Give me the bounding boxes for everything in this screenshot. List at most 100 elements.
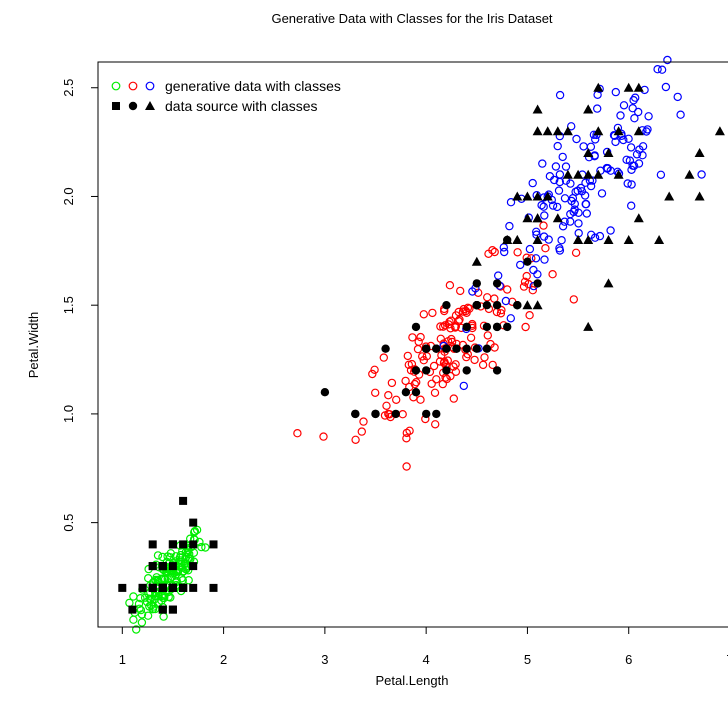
- versicolor-source-point: [432, 409, 441, 419]
- virginica-source-point: [522, 213, 533, 223]
- versicolor-generated-point: [463, 303, 473, 312]
- virginica-source-point: [532, 191, 543, 201]
- setosa-generated-point: [184, 549, 194, 559]
- virginica-generated-point: [494, 271, 503, 280]
- virginica-generated-point: [597, 189, 607, 198]
- setosa-source-point: [179, 540, 188, 549]
- setosa-generated-point: [183, 548, 192, 557]
- versicolor-generated-point: [483, 331, 492, 340]
- y-tick-label: 0.5: [61, 514, 76, 532]
- setosa-source-point: [168, 583, 177, 592]
- virginica-generated-point: [555, 170, 565, 179]
- virginica-source-point: [664, 191, 675, 201]
- virginica-generated-point: [505, 221, 514, 231]
- virginica-generated-point: [663, 55, 672, 65]
- setosa-source-point: [158, 562, 167, 571]
- setosa-source-point: [189, 540, 198, 549]
- versicolor-generated-point: [405, 426, 414, 435]
- x-tick-label: 6: [625, 652, 632, 667]
- setosa-source-point: [179, 496, 188, 505]
- virginica-source-point: [522, 191, 533, 201]
- versicolor-generated-point: [446, 371, 455, 381]
- setosa-source-point: [209, 583, 218, 592]
- virginica-generated-point: [553, 202, 562, 212]
- setosa-source-point: [168, 605, 177, 614]
- virginica-generated-point: [574, 219, 583, 228]
- virginica-generated-point: [653, 64, 662, 74]
- versicolor-generated-point: [488, 245, 497, 255]
- x-tick-label: 2: [220, 652, 227, 667]
- versicolor-source-point: [482, 322, 492, 332]
- versicolor-generated-point: [520, 277, 530, 286]
- versicolor-generated-point: [541, 243, 550, 253]
- versicolor-generated-point: [521, 322, 530, 332]
- versicolor-source-point: [472, 344, 481, 353]
- virginica-generated-point: [625, 156, 635, 165]
- versicolor-generated-point: [503, 285, 512, 294]
- virginica-generated-point: [506, 314, 515, 323]
- setosa-source-point: [138, 583, 147, 592]
- x-tick-label: 3: [321, 652, 328, 667]
- virginica-generated-point: [590, 233, 600, 242]
- versicolor-generated-point: [384, 391, 393, 400]
- virginica-generated-point: [676, 110, 685, 119]
- virginica-source-point: [542, 126, 553, 136]
- versicolor-generated-point: [428, 308, 437, 318]
- versicolor-generated-point: [490, 343, 499, 352]
- setosa-source-point: [118, 583, 127, 592]
- virginica-generated-point: [537, 200, 546, 210]
- x-tick-label: 4: [423, 652, 430, 667]
- versicolor-source-point: [492, 279, 502, 288]
- virginica-generated-point: [628, 103, 637, 113]
- x-tick-label: 1: [119, 652, 126, 667]
- virginica-generated-point: [657, 65, 667, 74]
- versicolor-generated-point: [443, 356, 452, 365]
- versicolor-generated-point: [427, 379, 436, 388]
- setosa-generated-point: [137, 618, 147, 627]
- versicolor-generated-point: [447, 337, 457, 347]
- y-tick-label: 1.0: [61, 405, 76, 423]
- versicolor-generated-point: [519, 282, 529, 291]
- versicolor-generated-point: [548, 270, 557, 279]
- virginica-generated-point: [627, 180, 636, 189]
- virginica-source-point: [573, 169, 584, 179]
- versicolor-generated-point: [392, 395, 401, 404]
- setosa-source-point: [189, 583, 198, 592]
- setosa-generated-point: [143, 611, 153, 620]
- virginica-source-point: [522, 300, 533, 310]
- virginica-generated-point: [632, 150, 642, 159]
- versicolor-source-point: [351, 409, 360, 419]
- setosa-source-point: [179, 583, 188, 592]
- versicolor-generated-point: [387, 378, 397, 388]
- virginica-source-point: [593, 169, 604, 179]
- y-tick-label: 2.5: [61, 79, 76, 97]
- virginica-generated-point: [554, 186, 564, 195]
- versicolor-generated-point: [412, 378, 421, 387]
- versicolor-generated-point: [483, 293, 492, 302]
- versicolor-generated-point: [525, 311, 534, 320]
- x-axis-label: Petal.Length: [375, 673, 448, 688]
- axes: 1 2 3 4 5 6 7 0.5 1.0 1.5 2.0 2.5: [61, 79, 728, 667]
- virginica-source-point: [502, 235, 513, 244]
- virginica-source-point: [583, 321, 594, 331]
- versicolor-source-point: [391, 409, 400, 419]
- virginica-generated-point: [572, 134, 581, 144]
- setosa-generated-point: [166, 593, 175, 602]
- versicolor-generated-point: [359, 417, 368, 426]
- virginica-generated-point: [595, 231, 605, 241]
- versicolor-generated-point: [430, 388, 440, 397]
- versicolor-source-point: [452, 344, 461, 353]
- virginica-generated-point: [468, 287, 477, 296]
- virginica-source-point: [714, 126, 725, 136]
- setosa-generated-point: [154, 592, 163, 601]
- x-tick-label: 5: [524, 652, 531, 667]
- y-axis-label: Petal.Width: [26, 312, 41, 378]
- setosa-generated-point: [143, 574, 153, 583]
- versicolor-generated-point: [418, 352, 427, 361]
- setosa-generated-point: [166, 553, 175, 562]
- virginica-source-point: [684, 169, 695, 179]
- virginica-source-point: [512, 235, 523, 244]
- virginica-generated-point: [661, 82, 671, 92]
- versicolor-generated-point: [497, 305, 506, 315]
- setosa-source-point: [158, 583, 167, 592]
